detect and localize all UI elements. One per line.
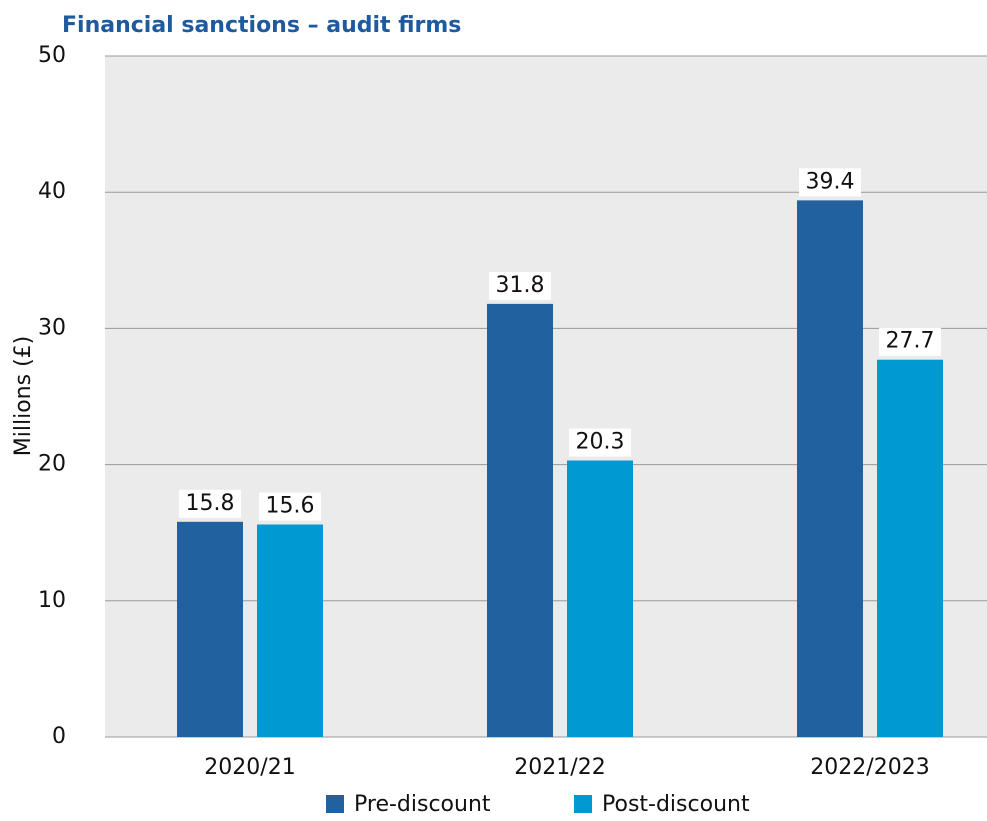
x-tick-label: 2021/22 bbox=[514, 755, 605, 780]
label-background bbox=[179, 489, 241, 518]
bar bbox=[797, 200, 863, 737]
bar bbox=[567, 460, 633, 737]
bar bbox=[257, 524, 323, 737]
legend-label: Post-discount bbox=[602, 792, 750, 817]
bar bbox=[487, 303, 553, 737]
y-axis-label: Millions (£) bbox=[11, 336, 36, 456]
y-tick-label: 10 bbox=[38, 588, 66, 613]
label-background bbox=[259, 492, 321, 521]
y-tick-label: 40 bbox=[38, 179, 66, 204]
legend-label: Pre-discount bbox=[354, 792, 491, 817]
x-tick-label: 2020/21 bbox=[204, 755, 295, 780]
data-label: 15.6 bbox=[266, 494, 315, 519]
bar bbox=[877, 359, 943, 737]
data-label: 27.7 bbox=[886, 329, 935, 354]
data-label: 20.3 bbox=[576, 430, 625, 455]
data-label: 15.8 bbox=[186, 491, 235, 516]
x-tick-label: 2022/2023 bbox=[810, 755, 929, 780]
y-tick-label: 0 bbox=[52, 724, 66, 749]
data-label: 39.4 bbox=[806, 169, 855, 194]
y-tick-label: 20 bbox=[38, 452, 66, 477]
label-background bbox=[489, 271, 551, 300]
y-tick-label: 50 bbox=[38, 43, 66, 68]
data-label: 31.8 bbox=[496, 273, 545, 298]
bar bbox=[177, 521, 243, 737]
chart-title: Financial sanctions – audit firms bbox=[62, 13, 461, 38]
legend-swatch bbox=[326, 795, 344, 813]
label-background bbox=[569, 428, 631, 457]
label-background bbox=[799, 168, 861, 197]
y-tick-label: 30 bbox=[38, 315, 66, 340]
label-background bbox=[879, 327, 941, 356]
legend-swatch bbox=[574, 795, 592, 813]
